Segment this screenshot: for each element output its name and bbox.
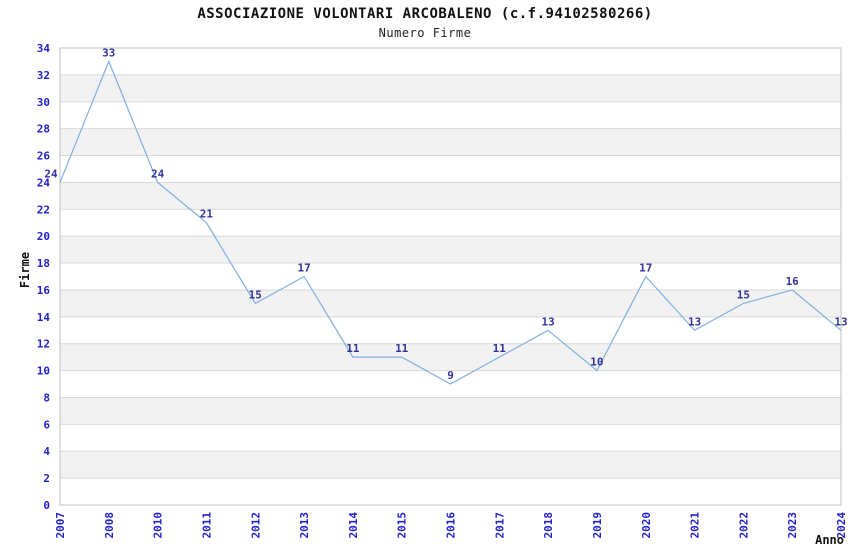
- x-tick-label: 2021: [689, 512, 702, 539]
- data-label: 11: [395, 342, 409, 355]
- data-label: 33: [102, 46, 115, 59]
- plot-band: [60, 451, 841, 479]
- x-tick-label: 2011: [200, 512, 213, 539]
- x-tick-label: 2024: [835, 512, 848, 539]
- x-tick-label: 2023: [786, 512, 799, 539]
- plot-band: [60, 74, 841, 102]
- y-tick-label: 24: [37, 176, 51, 189]
- x-tick-label: 2022: [737, 512, 750, 539]
- y-tick-label: 18: [37, 257, 50, 270]
- y-tick-label: 26: [37, 150, 51, 163]
- plot-band: [60, 236, 841, 264]
- x-tick-label: 2019: [591, 512, 604, 539]
- chart-subtitle: Numero Firme: [378, 26, 472, 40]
- plot-band: [60, 182, 841, 210]
- x-tick-label: 2020: [640, 512, 653, 539]
- data-label: 15: [249, 288, 262, 301]
- y-tick-label: 12: [37, 338, 50, 351]
- data-label: 15: [737, 288, 750, 301]
- data-label: 17: [639, 262, 652, 275]
- x-tick-label: 2013: [298, 512, 311, 539]
- y-tick-label: 4: [43, 445, 50, 458]
- y-tick-label: 14: [37, 311, 51, 324]
- series-line: [59, 59, 842, 385]
- data-label: 10: [590, 356, 603, 369]
- x-tick-label: 2018: [542, 512, 555, 539]
- x-tick-label: 2014: [347, 512, 360, 539]
- y-tick-label: 28: [37, 123, 50, 136]
- plot-band: [60, 128, 841, 156]
- data-label: 11: [346, 342, 360, 355]
- y-tick-label: 0: [43, 499, 50, 512]
- x-tick-label: 2017: [493, 512, 506, 539]
- y-tick-label: 8: [43, 392, 50, 405]
- data-label: 24: [151, 167, 165, 180]
- y-tick-label: 16: [37, 284, 51, 297]
- y-tick-label: 34: [37, 42, 51, 55]
- data-label: 17: [297, 262, 310, 275]
- plot-band: [60, 289, 841, 317]
- y-tick-label: 32: [37, 69, 50, 82]
- y-tick-label: 6: [43, 418, 50, 431]
- data-label: 13: [688, 315, 701, 328]
- data-label: 9: [447, 369, 454, 382]
- data-label: 21: [200, 208, 214, 221]
- x-tick-label: 2010: [152, 512, 165, 539]
- y-axis-title: Firme: [18, 252, 32, 288]
- plot-band: [60, 397, 841, 425]
- x-tick-label: 2015: [396, 512, 409, 539]
- chart-title: ASSOCIAZIONE VOLONTARI ARCOBALENO (c.f.9…: [197, 6, 653, 22]
- y-tick-label: 20: [37, 230, 50, 243]
- plot-band: [60, 343, 841, 371]
- x-tick-label: 2016: [445, 512, 458, 539]
- y-tick-label: 22: [37, 203, 50, 216]
- y-tick-label: 10: [37, 365, 50, 378]
- x-tick-label: 2012: [249, 512, 262, 539]
- x-tick-label: 2008: [103, 512, 116, 539]
- plot-border: [59, 47, 842, 506]
- data-label: 13: [541, 315, 554, 328]
- y-tick-label: 2: [43, 472, 50, 485]
- y-tick-label: 30: [37, 96, 50, 109]
- data-label: 16: [786, 275, 800, 288]
- data-label: 13: [834, 315, 847, 328]
- x-axis-title: Anno: [815, 533, 844, 547]
- x-tick-label: 2007: [54, 512, 67, 539]
- data-label: 24: [44, 167, 58, 180]
- data-label: 11: [493, 342, 507, 355]
